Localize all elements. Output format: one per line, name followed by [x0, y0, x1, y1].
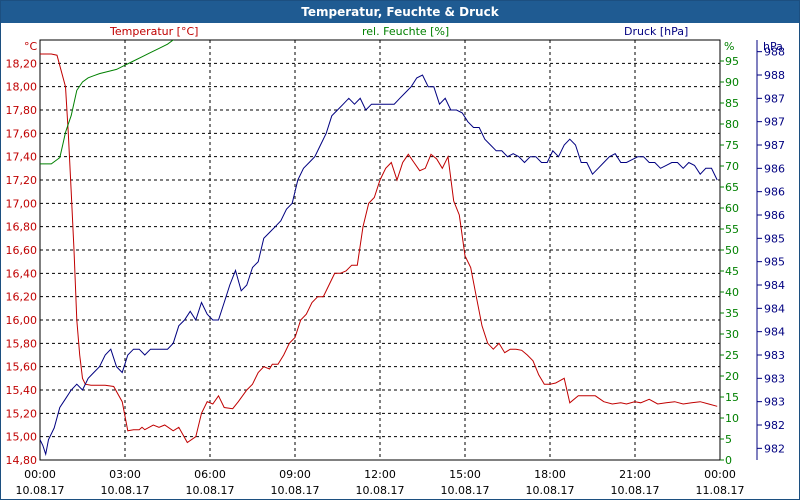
pressure-tick-label: 983 — [764, 396, 785, 409]
x-tick-date: 10.08.17 — [526, 484, 575, 497]
window-title: Temperatur, Feuchte & Druck — [1, 1, 799, 23]
pressure-tick-label: 982 — [764, 419, 785, 432]
pressure-tick-label: 986 — [764, 162, 785, 175]
humidity-unit-label: % — [724, 40, 734, 53]
pressure-tick-label: 985 — [764, 256, 785, 269]
series-line-temperature — [40, 53, 718, 444]
pressure-unit-label: hPa — [763, 40, 783, 53]
humidity-tick-label: 65 — [725, 181, 739, 194]
x-tick-time: 00:00 — [704, 468, 736, 481]
temperature-tick-label: 16,40 — [6, 267, 38, 280]
pressure-tick-label: 982 — [764, 442, 785, 455]
x-tick-date: 10.08.17 — [356, 484, 405, 497]
humidity-tick-label: 0 — [725, 454, 732, 467]
series-line-pressure — [40, 74, 718, 457]
series-line-humidity — [40, 40, 175, 165]
temperature-tick-label: 15,60 — [6, 361, 38, 374]
temperature-tick-label: 16,20 — [6, 291, 38, 304]
temperature-tick-label: 15,80 — [6, 337, 38, 350]
x-tick-date: 10.08.17 — [16, 484, 65, 497]
humidity-tick-label: 60 — [725, 202, 739, 215]
temperature-tick-label: 16,60 — [6, 244, 38, 257]
pressure-tick-label: 985 — [764, 232, 785, 245]
temperature-tick-label: 18,20 — [6, 57, 38, 70]
humidity-tick-label: 15 — [725, 391, 739, 404]
pressure-tick-label: 986 — [764, 186, 785, 199]
temperature-axis-title: Temperatur [°C] — [109, 25, 198, 38]
temperature-tick-label: 17,80 — [6, 104, 38, 117]
x-tick-date: 10.08.17 — [441, 484, 490, 497]
humidity-tick-label: 5 — [725, 433, 732, 446]
humidity-tick-label: 45 — [725, 265, 739, 278]
temperature-tick-label: 16,80 — [6, 221, 38, 234]
humidity-tick-label: 35 — [725, 307, 739, 320]
pressure-tick-label: 988 — [764, 69, 785, 82]
pressure-tick-label: 984 — [764, 326, 785, 339]
temperature-tick-label: 17,40 — [6, 151, 38, 164]
humidity-tick-label: 80 — [725, 118, 739, 131]
humidity-tick-label: 55 — [725, 223, 739, 236]
humidity-tick-label: 95 — [725, 55, 739, 68]
x-tick-time: 12:00 — [364, 468, 396, 481]
x-tick-date: 10.08.17 — [271, 484, 320, 497]
temperature-tick-label: 15,00 — [6, 431, 38, 444]
humidity-tick-label: 50 — [725, 244, 739, 257]
humidity-tick-label: 10 — [725, 412, 739, 425]
humidity-tick-label: 30 — [725, 328, 739, 341]
x-tick-time: 03:00 — [109, 468, 141, 481]
humidity-tick-label: 75 — [725, 139, 739, 152]
humidity-tick-label: 40 — [725, 286, 739, 299]
humidity-tick-label: 90 — [725, 76, 739, 89]
x-tick-time: 06:00 — [194, 468, 226, 481]
temperature-tick-label: 15,20 — [6, 407, 38, 420]
x-tick-date: 10.08.17 — [101, 484, 150, 497]
temperature-tick-label: 16,00 — [6, 314, 38, 327]
temperature-unit-label: °C — [24, 40, 38, 53]
x-tick-date: 10.08.17 — [611, 484, 660, 497]
temperature-tick-label: 17,20 — [6, 174, 38, 187]
temperature-tick-label: 18,00 — [6, 81, 38, 94]
pressure-tick-label: 983 — [764, 372, 785, 385]
x-tick-time: 09:00 — [279, 468, 311, 481]
pressure-tick-label: 986 — [764, 209, 785, 222]
x-tick-date: 11.08.17 — [696, 484, 745, 497]
temperature-tick-label: 14,80 — [6, 454, 38, 467]
temperature-tick-label: 15,40 — [6, 384, 38, 397]
pressure-tick-label: 983 — [764, 349, 785, 362]
pressure-tick-label: 988 — [764, 46, 785, 59]
x-tick-time: 21:00 — [619, 468, 651, 481]
x-tick-time: 18:00 — [534, 468, 566, 481]
pressure-tick-label: 987 — [764, 92, 785, 105]
x-tick-time: 15:00 — [449, 468, 481, 481]
pressure-tick-label: 987 — [764, 116, 785, 129]
humidity-tick-label: 85 — [725, 97, 739, 110]
pressure-tick-label: 987 — [764, 139, 785, 152]
humidity-tick-label: 70 — [725, 160, 739, 173]
humidity-tick-label: 25 — [725, 349, 739, 362]
temperature-tick-label: 17,00 — [6, 197, 38, 210]
pressure-tick-label: 984 — [764, 302, 785, 315]
pressure-tick-label: 984 — [764, 279, 785, 292]
x-tick-date: 10.08.17 — [186, 484, 235, 497]
temperature-tick-label: 17,60 — [6, 127, 38, 140]
humidity-tick-label: 20 — [725, 370, 739, 383]
pressure-axis-title: Druck [hPa] — [624, 25, 688, 38]
humidity-axis-title: rel. Feuchte [%] — [362, 25, 449, 38]
x-tick-time: 00:00 — [24, 468, 56, 481]
